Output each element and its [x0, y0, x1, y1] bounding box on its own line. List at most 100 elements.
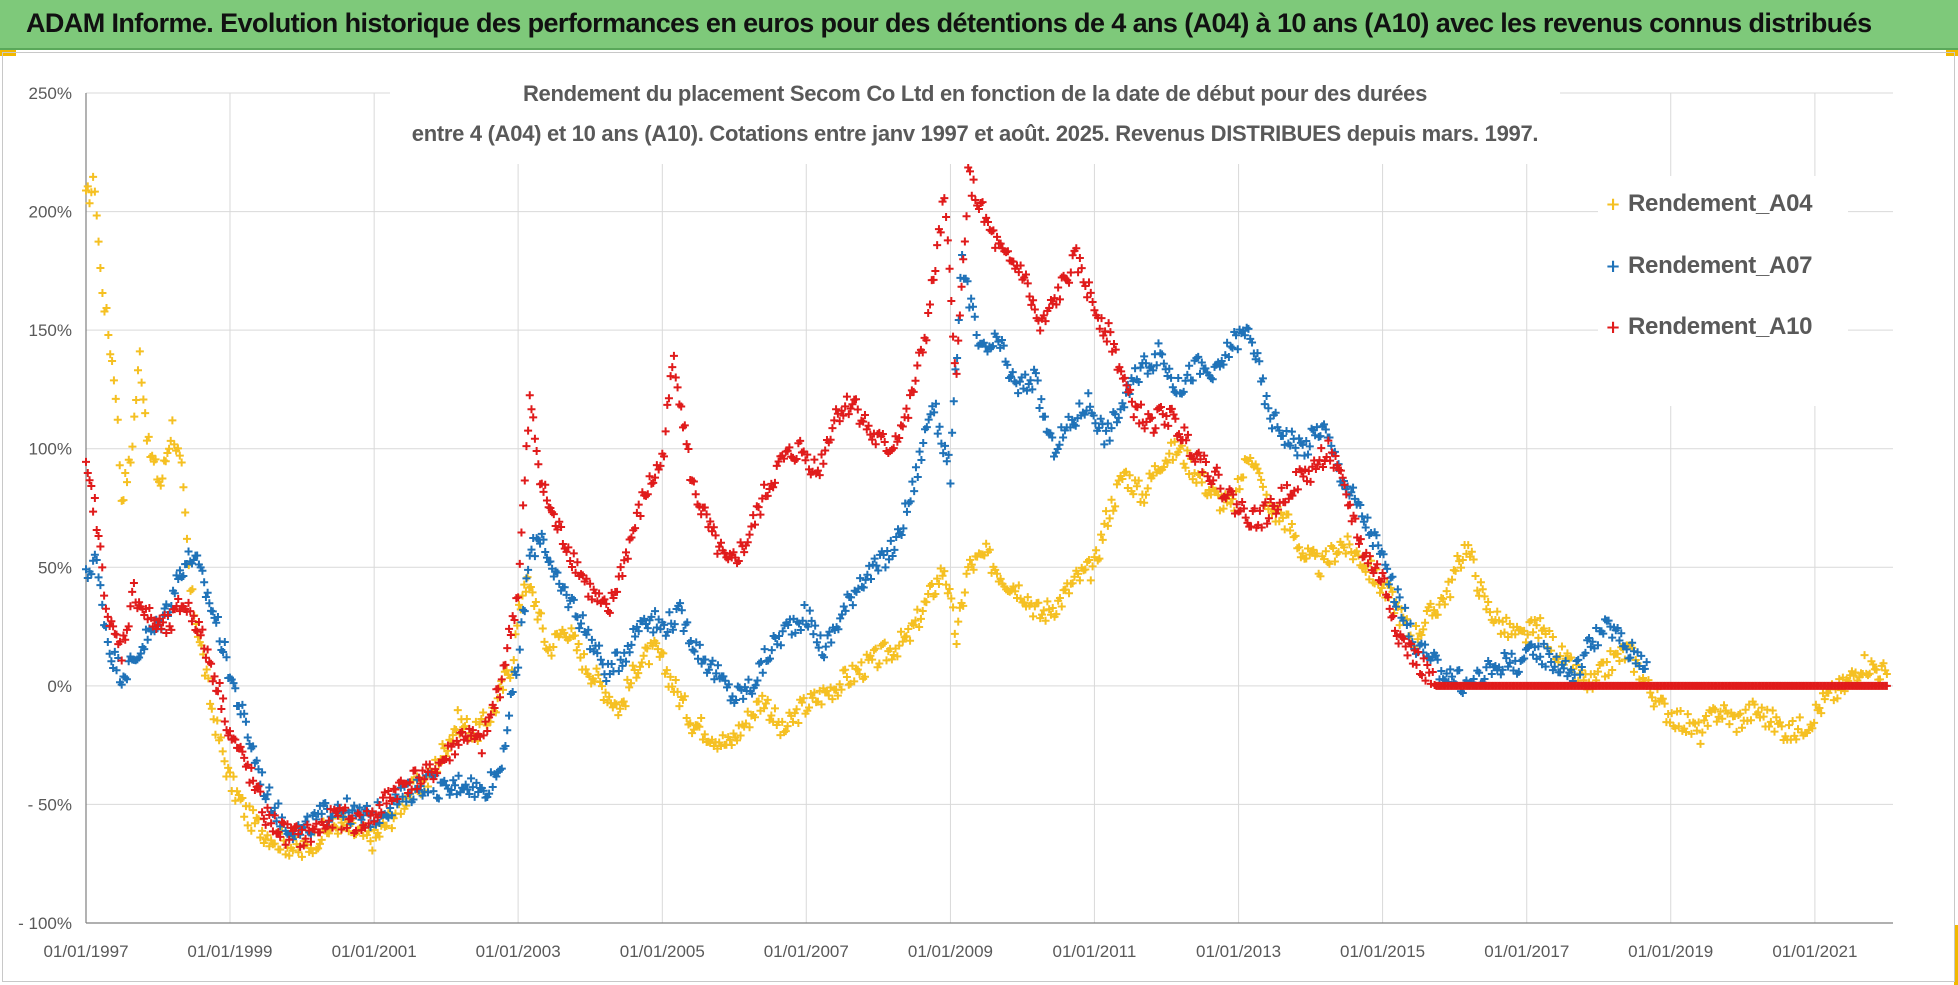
data-point: [666, 372, 675, 381]
data-point: [126, 602, 135, 611]
data-point: [1882, 681, 1891, 690]
data-point: [139, 395, 148, 404]
data-point: [1869, 660, 1878, 669]
data-point: [959, 255, 968, 264]
data-point: [847, 593, 856, 602]
data-point: [943, 589, 952, 598]
data-point: [1772, 713, 1781, 722]
data-point: [414, 773, 423, 782]
data-point: [720, 548, 729, 557]
data-point: [546, 557, 555, 566]
data-point: [452, 726, 461, 735]
data-point: [366, 811, 375, 820]
data-point: [1433, 655, 1442, 664]
data-point: [643, 490, 652, 499]
data-point: [1471, 572, 1480, 581]
data-point: [1458, 689, 1467, 698]
data-point: [263, 790, 272, 799]
data-point: [1593, 641, 1602, 650]
data-point: [387, 811, 396, 820]
data-point: [810, 688, 819, 697]
data-point: [1065, 589, 1074, 598]
data-point: [135, 598, 144, 607]
data-point: [952, 640, 961, 649]
data-point: [1052, 300, 1061, 309]
data-point: [781, 727, 790, 736]
data-point: [842, 392, 851, 401]
data-point: [104, 330, 113, 339]
data-point: [1640, 664, 1649, 673]
data-point: [1165, 364, 1174, 373]
data-point: [98, 563, 107, 572]
data-point: [1694, 718, 1703, 727]
data-point: [1255, 506, 1264, 515]
data-point: [1169, 410, 1178, 419]
data-point: [841, 402, 850, 411]
data-point: [1593, 667, 1602, 676]
data-point: [92, 211, 101, 220]
x-axis: 01/01/1997 01/01/1999 01/01/2001 01/01/2003…: [43, 922, 1893, 961]
data-point: [1343, 532, 1352, 541]
data-point: [627, 533, 636, 542]
data-point: [1167, 404, 1176, 413]
data-point: [393, 794, 402, 803]
data-point: [618, 571, 627, 580]
data-point: [686, 719, 695, 728]
data-point: [505, 711, 514, 720]
data-point: [1741, 705, 1750, 714]
data-point: [1547, 657, 1556, 666]
data-point: [1534, 642, 1543, 651]
data-point: [616, 655, 625, 664]
data-point: [616, 704, 625, 713]
data-point: [270, 811, 279, 820]
data-point: [902, 632, 911, 641]
data-point: [258, 768, 267, 777]
data-point: [909, 387, 918, 396]
data-point: [1031, 369, 1040, 378]
data-point: [259, 814, 268, 823]
data-point: [821, 446, 830, 455]
data-point: [1480, 592, 1489, 601]
data-point: [472, 778, 481, 787]
data-point: [140, 645, 149, 654]
data-point: [931, 589, 940, 598]
data-point: [1331, 452, 1340, 461]
data-point: [708, 656, 717, 665]
data-point: [517, 618, 526, 627]
data-point: [206, 699, 215, 708]
data-point: [1158, 350, 1167, 359]
data-point: [792, 455, 801, 464]
x-tick-label: 01/01/2011: [1053, 942, 1137, 961]
data-point: [1407, 640, 1416, 649]
data-point: [1232, 500, 1241, 509]
data-point: [119, 496, 128, 505]
data-point: [1505, 658, 1514, 667]
x-tick-label: 01/01/2017: [1484, 942, 1569, 961]
data-point: [713, 661, 722, 670]
data-point: [1165, 449, 1174, 458]
data-point: [902, 507, 911, 516]
data-point: [337, 825, 346, 834]
data-point: [82, 186, 90, 195]
data-point: [573, 613, 582, 622]
data-point: [1143, 484, 1152, 493]
data-point: [913, 605, 922, 614]
data-point: [1785, 721, 1794, 730]
data-point: [1180, 423, 1189, 432]
data-point: [880, 437, 889, 446]
data-point: [546, 504, 555, 513]
data-point: [622, 548, 631, 557]
data-point: [1072, 244, 1081, 253]
data-point: [913, 472, 922, 481]
data-point: [634, 500, 643, 509]
data-point: [1055, 295, 1064, 304]
data-point: [204, 674, 213, 683]
data-point: [1433, 610, 1442, 619]
data-point: [1048, 433, 1057, 442]
data-point: [382, 821, 391, 830]
data-point: [143, 635, 152, 644]
data-point: [564, 603, 573, 612]
data-point: [835, 417, 844, 426]
data-point: [1075, 399, 1084, 408]
data-point: [1100, 440, 1109, 449]
